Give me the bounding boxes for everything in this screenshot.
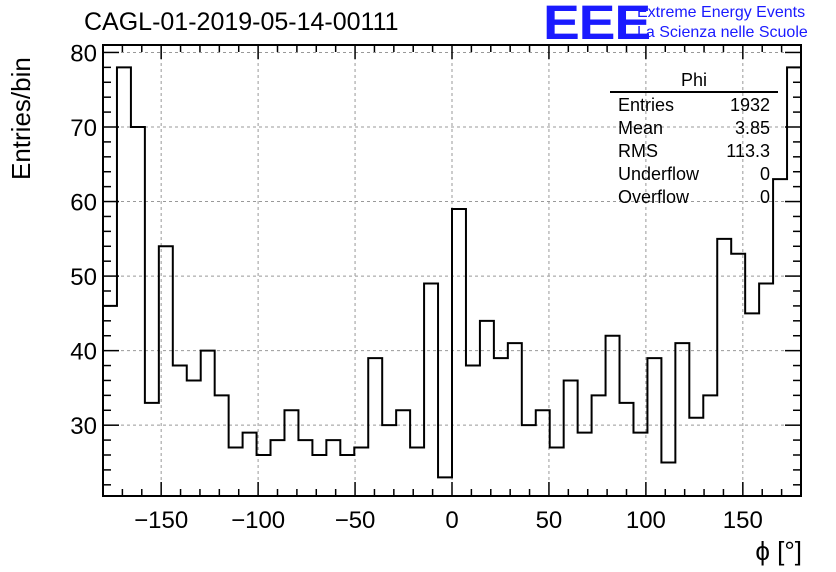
y-axis-label: Entries/bin (6, 57, 36, 180)
y-tick-label: 40 (70, 339, 97, 366)
chart-title: CAGL-01-2019-05-14-00111 (84, 8, 399, 36)
stats-label: Underflow (618, 164, 700, 184)
stats-title: Phi (610, 70, 778, 93)
stats-row-mean: Mean 3.85 (610, 117, 778, 140)
x-axis-label: ϕ [°] (755, 536, 802, 566)
x-tick-label: 100 (626, 507, 666, 534)
histogram-series-line (103, 66, 801, 479)
stats-row-underflow: Underflow 0 (610, 163, 778, 186)
y-tick-label: 70 (70, 115, 97, 142)
y-tick-label: 50 (70, 264, 97, 291)
stats-value: 0 (759, 164, 770, 184)
stats-label: Mean (618, 118, 664, 138)
x-tick-label: 0 (445, 507, 458, 534)
x-tick-label: −150 (134, 507, 188, 534)
stats-value: 113.3 (726, 141, 770, 161)
y-tick-label: 30 (70, 413, 97, 440)
logo-line-1: Extreme Energy Events (637, 4, 806, 21)
stats-label: RMS (618, 141, 658, 161)
stats-value: 3.85 (734, 118, 770, 138)
stats-row-rms: RMS 113.3 (610, 140, 778, 163)
eee-logo: EEE (543, 0, 651, 50)
stats-row-overflow: Overflow 0 (610, 186, 778, 209)
stats-label: Entries (618, 95, 675, 115)
stats-row-entries: Entries 1932 (610, 94, 778, 117)
stats-box: Phi Entries 1932 Mean 3.85 RMS 113.3 Und… (610, 70, 778, 209)
x-tick-label: −50 (335, 507, 376, 534)
stats-value: 0 (759, 187, 770, 207)
x-tick-label: 150 (723, 507, 763, 534)
y-tick-label: 60 (70, 190, 97, 217)
x-tick-label: 50 (536, 507, 563, 534)
logo-line-2: La Scienza nelle Scuole (637, 24, 808, 41)
y-tick-label: 80 (70, 40, 97, 67)
stats-label: Overflow (618, 187, 690, 207)
x-tick-label: −100 (231, 507, 285, 534)
stats-value: 1932 (729, 95, 770, 115)
